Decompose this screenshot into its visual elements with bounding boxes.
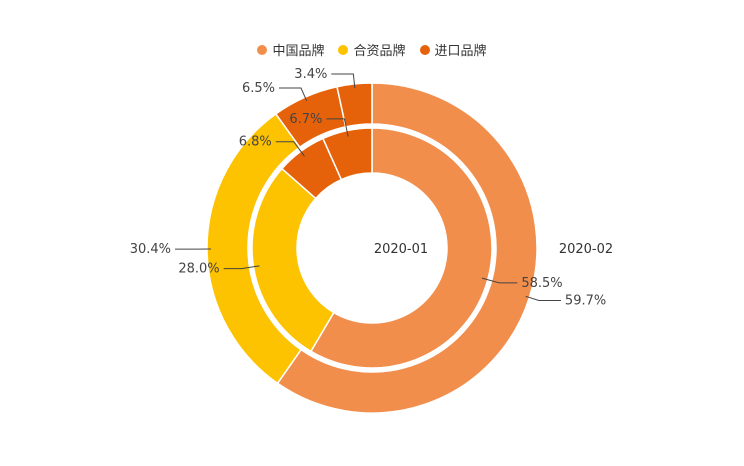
outer-leader-line-0 <box>525 295 561 302</box>
legend-label-joint: 合资品牌 <box>353 44 406 59</box>
legend-swatch-joint <box>338 44 349 55</box>
legend-item-china[interactable]: 中国品牌 <box>257 40 324 59</box>
legend-label-china: 中国品牌 <box>272 44 325 59</box>
outer-data-label-3: 3.4% <box>294 67 327 82</box>
slices-inner-slice-1[interactable] <box>251 167 335 353</box>
outer-data-label-1: 30.4% <box>130 242 171 257</box>
outer-leader-line-3 <box>331 73 356 88</box>
slices-inner-slice-3[interactable] <box>321 127 373 181</box>
inner-leader-line-0 <box>481 277 518 284</box>
legend-label-import: 进口品牌 <box>434 44 487 59</box>
inner-leader-line-1 <box>223 265 260 270</box>
inner-data-label-1: 28.0% <box>178 262 219 277</box>
data-labels: 58.5% 28.0% 6.8% 6.7% 59.7% 30.4% 6.5% 3.4% <box>130 67 607 309</box>
inner-leader-line-3 <box>326 118 349 137</box>
series-label-inner: 2020-01 <box>374 242 428 257</box>
slices-outer-slice-3[interactable] <box>336 82 373 128</box>
outer-leader-line-2 <box>278 87 308 102</box>
slices-inner-slice-0[interactable] <box>309 127 493 369</box>
legend-item-joint[interactable]: 合资品牌 <box>338 40 406 59</box>
legend-item-import[interactable]: 进口品牌 <box>419 40 487 59</box>
inner-data-label-2: 6.8% <box>239 135 272 150</box>
inner-ring <box>251 127 493 369</box>
legend: 中国品牌 合资品牌 进口品牌 <box>0 40 744 59</box>
legend-swatch-import <box>419 44 430 55</box>
outer-data-label-2: 6.5% <box>242 81 275 96</box>
outer-data-label-0: 59.7% <box>565 294 606 309</box>
slices-outer-slice-0[interactable] <box>276 82 538 414</box>
outer-ring <box>206 82 538 414</box>
inner-data-label-0: 58.5% <box>521 276 562 291</box>
legend-swatch-china <box>257 44 268 55</box>
inner-leader-line-2 <box>275 141 305 157</box>
leader-lines <box>175 73 561 302</box>
series-label-outer: 2020-02 <box>559 242 613 257</box>
inner-data-label-3: 6.7% <box>289 112 322 127</box>
